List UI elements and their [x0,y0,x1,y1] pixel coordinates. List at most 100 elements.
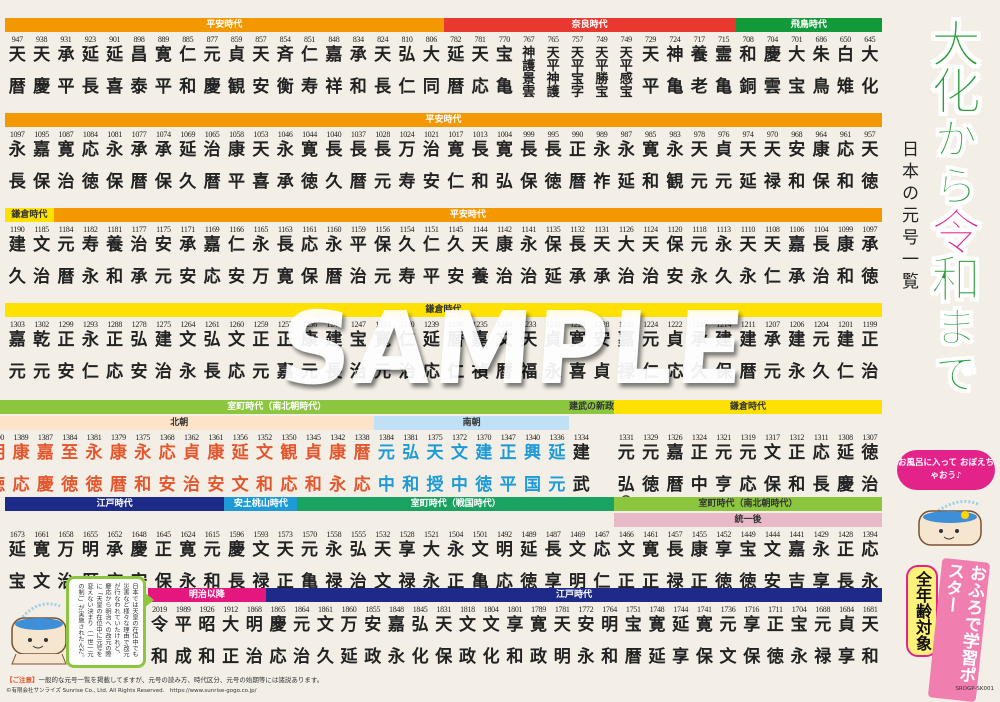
era-cell: 1097 永長 [5,127,29,204]
period-band: 建武の新政 [569,400,615,414]
era-char: 寛 [642,540,660,560]
era-char: 護 [546,85,560,100]
era-char: 保 [544,235,562,255]
era-start-year: 1264 [180,320,196,329]
era-start-year: 857 [255,35,267,44]
era-name: 保安 [666,235,683,299]
era-cell: 1204 元久 [809,317,833,394]
subperiod-group: 北朝1390明徳1389康応1387嘉慶1384至徳1381永徳1379康暦13… [0,414,375,507]
era-start-year: 1772 [578,605,594,614]
era-start-year: 1528 [399,530,415,539]
era-char: 天 [593,235,611,255]
era-start-year: 1467 [594,530,610,539]
era-char: 久 [8,267,26,287]
era-cell: 978 天元 [687,127,711,204]
era-char: 元 [301,362,319,382]
era-name: 仁安 [228,235,245,299]
product-code: SROGP-SK001 [955,686,994,692]
era-char: 宝 [8,572,26,592]
era-char: 元 [293,615,311,635]
era-row: 平安時代 947 天暦 938 天慶 931 承平 923 延長 901 延喜 898 昌泰 889 寛平 8… [5,18,882,109]
era-name: 弘治 [350,540,367,604]
era-name: 延長 [82,45,99,109]
era-cell: 717 養老 [687,32,711,109]
era-name: 観応 [280,443,297,507]
era-char: 仁 [422,235,440,255]
era-start-year: 1211 [740,320,756,329]
era-cell: 1390明徳 [0,430,9,507]
era-char: 弘 [349,540,367,560]
era-start-year: 1053 [253,130,269,139]
era-char: 嘉 [276,362,294,382]
era-row: 平安時代 1097 永長 1095 嘉保 1087 寛治 1084 応徳 1081 永保 1077 承暦… [5,113,882,204]
era-name: 嘉祥 [325,45,342,109]
era-name: 嘉元 [9,330,26,394]
period-group: 奈良時代 782 延暦 781 天応 770 宝亀 767 神護景雲 765 天平神護 757 天平宝字… [443,18,736,109]
era-start-year: 686 [815,35,827,44]
subperiod-list: 統一後 1466 文正 1461 寛正 1457 長禄 1455 康正 1452 享徳 1449 宝徳 1… [614,511,882,604]
era-cell: 1299 正安 [54,317,78,394]
era-char: 養 [690,45,708,65]
era-name: 正平 [500,443,517,507]
era-name: 文明 [569,540,586,604]
era-start-year: 757 [571,35,584,44]
era-char: 永 [179,572,197,592]
era-name: 元文 [720,615,737,679]
era-cell: 749 天平感宝 [614,32,638,109]
period-band: 室町時代（南北朝時代） [614,497,882,511]
era-char: 貞 [666,330,684,350]
era-char: 康 [207,443,225,463]
era-char: 徳 [715,572,733,592]
era-start-year: 1831 [436,605,452,614]
era-name: 保元 [374,235,391,299]
era-name: 建久 [9,235,26,299]
era-char: 和 [836,267,854,287]
era-cell: 1013 長和 [468,127,492,204]
era-cell: 1449 宝徳 [736,527,760,604]
era-cell: 957 天徳 [858,127,882,204]
era-char: 長 [666,540,684,560]
era-char: 永 [790,647,808,667]
era-name: 元亀 [301,540,318,604]
era-cell: 1487 長享 [541,527,565,604]
era-char: 応 [739,475,757,495]
era-start-year: 715 [718,35,730,44]
era-cell: 961 応和 [833,127,857,204]
era-cell: 1781 天明 [550,602,574,679]
era-cell: 1046 永承 [273,127,297,204]
era-start-year: 1206 [789,320,805,329]
era-start-year: 1185 [34,225,49,234]
era-cell: 1831 天保 [432,602,456,679]
era-char: 仁 [398,330,416,350]
era-name: 正保 [155,540,172,604]
era-char: 和 [402,475,420,495]
era-char: 享 [812,572,830,592]
era-char: 正 [499,443,517,463]
era-char: 承 [276,172,294,192]
era-char: 和 [506,647,524,667]
era-char: 元 [374,172,392,192]
title-char: か [934,115,977,164]
era-char: 嘉 [8,330,26,350]
era-char: 和 [106,267,124,287]
era-start-year: 1521 [423,530,439,539]
era-start-year: 1097 [862,225,878,234]
era-start-year: 1492 [497,530,512,539]
era-char: 祥 [325,77,343,97]
era-list: 2019 令和 1989 平成 1926 昭和 1912 大正 1868 明治 [148,602,266,679]
era-name: 天長 [374,45,391,109]
era-cell: 1077 承暦 [127,127,151,204]
era-char: 天 [553,615,571,635]
era-char: 雲 [763,77,781,97]
era-char: 雲 [522,85,536,100]
era-char: 久 [179,172,197,192]
era-cell: 1207 承元 [760,317,784,394]
era-char: 平 [422,267,440,287]
era-start-year: 1989 [175,605,191,614]
era-name: 延慶 [837,443,854,507]
era-char: 和 [836,172,854,192]
era-char: 正 [569,140,586,160]
era-char: 建 [325,330,343,350]
era-char: 正 [276,572,294,592]
era-char: 承 [106,540,124,560]
